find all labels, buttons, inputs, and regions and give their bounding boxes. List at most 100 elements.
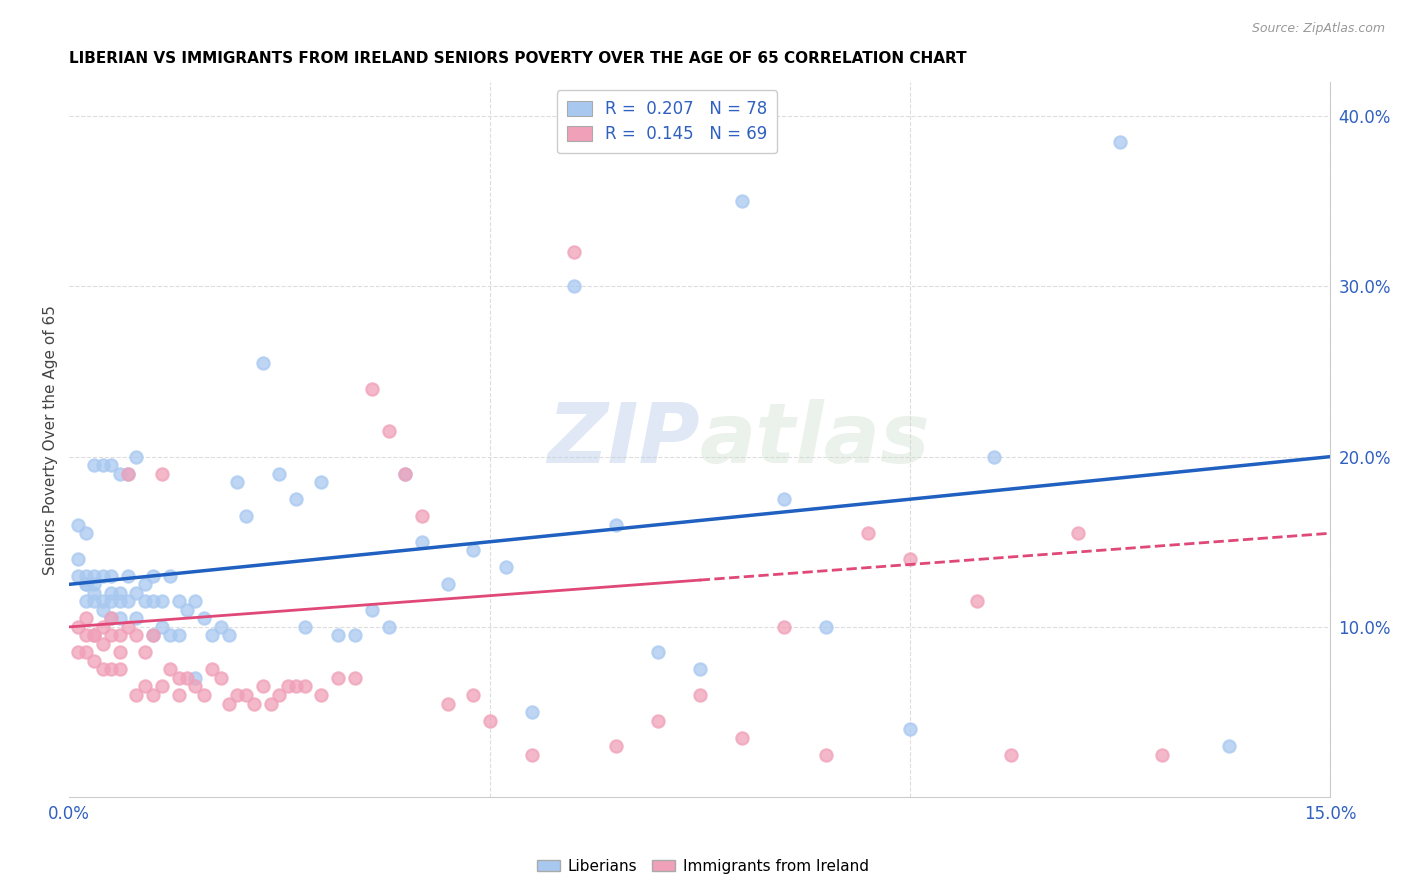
Point <box>75 628 97 642</box>
Point <box>1109 135 1132 149</box>
Point <box>520 705 543 719</box>
Point <box>100 611 122 625</box>
Point <box>117 569 139 583</box>
Point <box>75 645 97 659</box>
Point <box>436 697 458 711</box>
Text: LIBERIAN VS IMMIGRANTS FROM IRELAND SENIORS POVERTY OVER THE AGE OF 65 CORRELATI: LIBERIAN VS IMMIGRANTS FROM IRELAND SENI… <box>69 51 967 66</box>
Point <box>159 663 181 677</box>
Point <box>394 467 416 481</box>
Point <box>100 586 122 600</box>
Point <box>125 611 148 625</box>
Point <box>83 628 105 642</box>
Point <box>117 620 139 634</box>
Point <box>108 628 131 642</box>
Legend: Liberians, Immigrants from Ireland: Liberians, Immigrants from Ireland <box>531 853 875 880</box>
Point <box>159 569 181 583</box>
Point <box>66 620 89 634</box>
Point <box>184 680 207 694</box>
Point <box>772 620 794 634</box>
Legend: R =  0.207   N = 78, R =  0.145   N = 69: R = 0.207 N = 78, R = 0.145 N = 69 <box>557 90 778 153</box>
Point <box>294 620 316 634</box>
Point <box>218 697 240 711</box>
Point <box>167 688 190 702</box>
Point <box>1067 526 1090 541</box>
Point <box>91 663 114 677</box>
Point <box>360 603 382 617</box>
Point <box>311 475 333 490</box>
Point <box>209 671 232 685</box>
Point <box>100 663 122 677</box>
Point <box>647 714 669 728</box>
Point <box>235 509 257 524</box>
Point <box>108 467 131 481</box>
Point <box>193 688 215 702</box>
Point <box>75 577 97 591</box>
Point <box>66 517 89 532</box>
Point <box>142 569 165 583</box>
Point <box>75 594 97 608</box>
Point <box>193 611 215 625</box>
Point <box>150 680 173 694</box>
Point <box>377 424 399 438</box>
Text: Source: ZipAtlas.com: Source: ZipAtlas.com <box>1251 22 1385 36</box>
Point <box>1218 739 1240 753</box>
Point <box>167 594 190 608</box>
Point <box>134 680 156 694</box>
Point <box>243 697 266 711</box>
Point <box>495 560 517 574</box>
Point <box>83 628 105 642</box>
Point <box>856 526 879 541</box>
Point <box>411 534 433 549</box>
Point <box>117 594 139 608</box>
Point <box>209 620 232 634</box>
Point <box>461 543 484 558</box>
Point <box>252 680 274 694</box>
Point <box>184 594 207 608</box>
Point <box>285 680 308 694</box>
Point <box>294 680 316 694</box>
Point <box>117 467 139 481</box>
Point <box>134 577 156 591</box>
Point <box>814 620 837 634</box>
Point <box>142 628 165 642</box>
Point <box>311 688 333 702</box>
Point <box>108 594 131 608</box>
Point <box>377 620 399 634</box>
Point <box>142 688 165 702</box>
Point <box>689 688 711 702</box>
Point <box>91 620 114 634</box>
Point <box>83 594 105 608</box>
Point <box>142 594 165 608</box>
Point <box>731 194 754 209</box>
Y-axis label: Seniors Poverty Over the Age of 65: Seniors Poverty Over the Age of 65 <box>44 305 58 574</box>
Point <box>328 671 350 685</box>
Point <box>91 603 114 617</box>
Point <box>100 458 122 472</box>
Point <box>125 628 148 642</box>
Point <box>91 637 114 651</box>
Point <box>66 645 89 659</box>
Point <box>184 671 207 685</box>
Point <box>328 628 350 642</box>
Point <box>252 356 274 370</box>
Point <box>83 569 105 583</box>
Point <box>966 594 988 608</box>
Point <box>898 722 921 736</box>
Point <box>83 577 105 591</box>
Point <box>100 628 122 642</box>
Text: ZIP: ZIP <box>547 399 700 480</box>
Point <box>100 569 122 583</box>
Point <box>814 747 837 762</box>
Point <box>436 577 458 591</box>
Point <box>125 586 148 600</box>
Point <box>167 671 190 685</box>
Point <box>108 645 131 659</box>
Point <box>772 492 794 507</box>
Point <box>562 279 585 293</box>
Point <box>125 688 148 702</box>
Point <box>260 697 283 711</box>
Point <box>360 382 382 396</box>
Point <box>108 586 131 600</box>
Point <box>150 467 173 481</box>
Point <box>277 680 299 694</box>
